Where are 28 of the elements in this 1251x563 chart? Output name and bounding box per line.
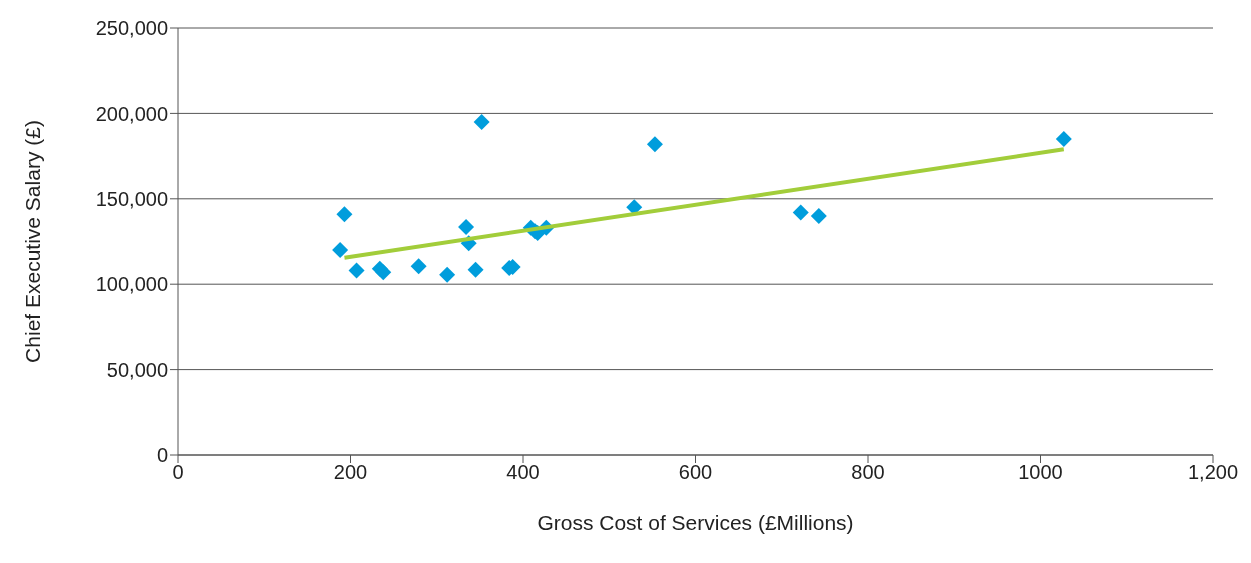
y-tick-label: 200,000 — [95, 102, 168, 125]
point — [332, 242, 349, 259]
point — [646, 136, 663, 153]
point — [473, 113, 490, 130]
y-tick-label: 50,000 — [106, 358, 168, 381]
y-axis-title: Chief Executive Salary (£) — [21, 120, 45, 363]
x-tick-label: 1000 — [1018, 461, 1063, 484]
x-tick-label: 600 — [678, 461, 713, 484]
point — [348, 262, 365, 279]
point — [792, 204, 809, 221]
point — [410, 258, 427, 275]
y-tick-label: 250,000 — [95, 17, 168, 40]
x-tick-label: 0 — [172, 461, 184, 484]
point — [810, 207, 827, 224]
x-tick-label: 200 — [333, 461, 368, 484]
x-axis-title: Gross Cost of Services (£Millions) — [537, 511, 854, 534]
y-tick-label: 0 — [156, 444, 168, 467]
point — [458, 218, 475, 235]
point — [375, 264, 392, 281]
point — [439, 266, 456, 283]
point — [336, 206, 353, 223]
point — [467, 261, 484, 278]
y-tick-label: 150,000 — [95, 187, 168, 210]
x-tick-label: 1,200 — [1187, 461, 1239, 484]
point — [1055, 131, 1072, 148]
x-tick-label: 400 — [506, 461, 540, 484]
y-tick-label: 100,000 — [95, 273, 168, 296]
x-tick-label: 800 — [851, 461, 885, 484]
